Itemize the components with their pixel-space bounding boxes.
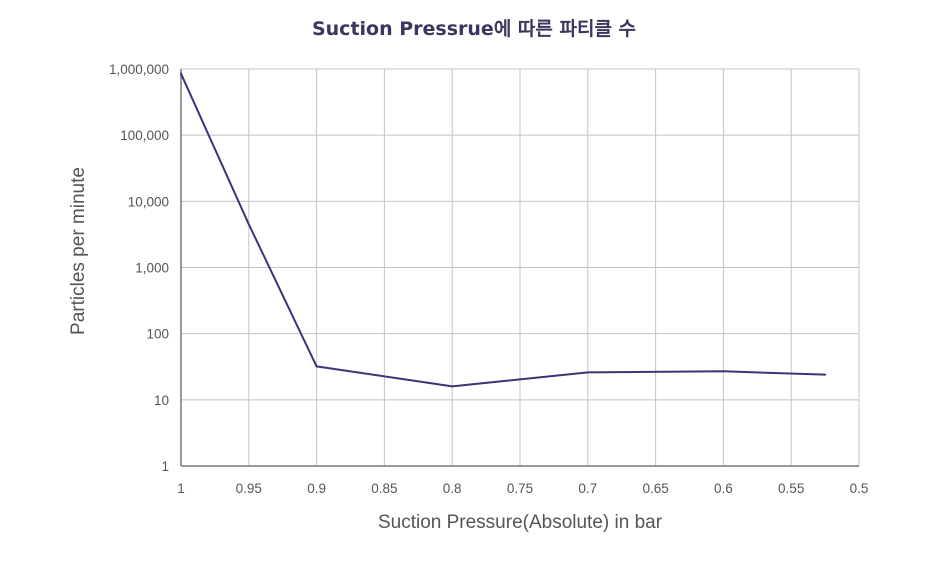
x-tick-label: 1 xyxy=(177,481,185,496)
y-gridlines xyxy=(181,68,859,401)
x-tick-label: 0.6 xyxy=(714,481,733,496)
x-tick-label: 0.85 xyxy=(371,481,397,496)
y-tick-label: 100 xyxy=(146,327,169,342)
x-tick-label: 0.8 xyxy=(443,481,462,496)
y-tick-label: 1 xyxy=(161,459,169,474)
y-tick-label: 100,000 xyxy=(120,128,169,143)
y-tick-label: 10,000 xyxy=(128,194,169,209)
x-tick-labels: 1 0.95 0.9 0.85 0.8 0.75 0.7 0.65 0.6 0.55 0.5 xyxy=(177,481,868,496)
y-tick-label: 1,000,000 xyxy=(109,62,169,77)
x-tick-label: 0.5 xyxy=(850,481,869,496)
x-tick-label: 0.65 xyxy=(642,481,668,496)
x-axis-title: Suction Pressure(Absolute) in bar xyxy=(377,512,663,533)
chart-title: Suction Pressrue에 따른 파티클 수 xyxy=(311,18,637,40)
series-group xyxy=(180,72,827,388)
series-line xyxy=(180,72,827,388)
x-tick-label: 0.55 xyxy=(778,481,804,496)
x-tick-label: 0.75 xyxy=(507,481,533,496)
x-tick-label: 0.9 xyxy=(307,481,326,496)
x-tick-label: 0.7 xyxy=(578,481,597,496)
y-tick-labels: 1 10 100 1,000 10,000 100,000 1,000,000 xyxy=(109,62,169,474)
y-tick-label: 1,000 xyxy=(135,261,169,276)
axes xyxy=(180,69,859,467)
y-tick-label: 10 xyxy=(154,393,169,408)
y-axis-title: Particles per minute xyxy=(68,167,89,335)
x-tick-label: 0.95 xyxy=(236,481,262,496)
